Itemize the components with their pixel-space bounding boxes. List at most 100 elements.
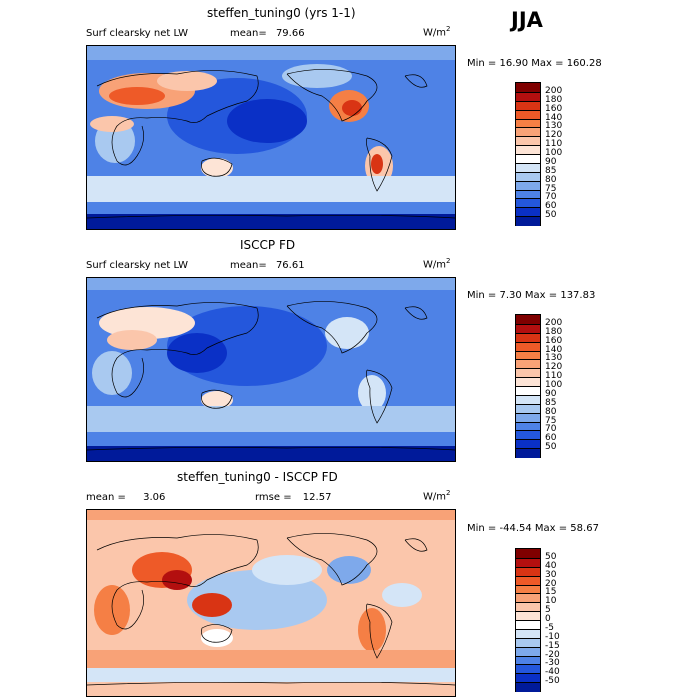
colorbar-segment (516, 403, 540, 414)
colorbar-segment (516, 100, 540, 111)
colorbar-tick (516, 394, 540, 396)
colorbar-tick (516, 180, 540, 182)
panel-1-mean-label: mean= (230, 28, 267, 39)
panel-3-mean: mean = 3.06 (86, 492, 165, 503)
colorbar-segment (516, 628, 540, 639)
colorbar-tick (516, 557, 540, 559)
colorbar-segment (516, 646, 540, 656)
colorbar-tick (516, 628, 540, 630)
colorbar-tick-label: 110 (545, 371, 563, 382)
colorbar-tick-label: 20 (545, 578, 557, 589)
colorbar-segment (516, 673, 540, 683)
colorbar-tick (516, 368, 540, 370)
colorbar-tick (516, 403, 540, 405)
panel-3-units: W/m2 (423, 489, 451, 503)
colorbar-tick (516, 109, 540, 111)
panel-3-colorbar (515, 548, 541, 692)
colorbar-segment (516, 109, 540, 119)
colorbar-tick-label: 160 (545, 103, 563, 114)
colorbar-tick-label: 70 (545, 424, 557, 435)
colorbar-tick-label: 40 (545, 560, 557, 571)
colorbar-tick-label: 200 (545, 85, 563, 96)
colorbar-segment (516, 180, 540, 190)
panel-1-colorbar (515, 82, 541, 226)
colorbar-segment (516, 430, 540, 440)
colorbar-segment (516, 154, 540, 164)
colorbar-tick-label: 140 (545, 344, 563, 355)
colorbar-segment (516, 359, 540, 369)
colorbar-tick (516, 575, 540, 577)
colorbar-tick (516, 91, 540, 93)
colorbar-tick-label: 50 (545, 442, 557, 453)
colorbar-segment (516, 549, 540, 559)
colorbar-tick (516, 620, 540, 621)
panel-1-mean: mean= 79.66 (230, 28, 305, 39)
colorbar-segment (516, 323, 540, 334)
panel-1-map-svg (87, 46, 455, 229)
colorbar-tick (516, 412, 540, 414)
colorbar-tick (516, 207, 540, 209)
colorbar-segment (516, 394, 540, 405)
colorbar-segment (516, 566, 540, 577)
colorbar-tick-label: -50 (545, 676, 560, 687)
colorbar-segment (516, 198, 540, 208)
colorbar-tick-label: 130 (545, 121, 563, 132)
colorbar-segment (516, 216, 540, 226)
colorbar-tick (516, 198, 540, 200)
colorbar-segment (516, 368, 540, 378)
colorbar-segment (516, 315, 540, 325)
colorbar-tick (516, 341, 540, 343)
colorbar-tick (516, 350, 540, 352)
panel-3-minmax: Min = -44.54 Max = 58.67 (467, 523, 599, 534)
colorbar-tick (516, 118, 540, 120)
colorbar-tick-label: 90 (545, 156, 557, 167)
panel-2-minmax: Min = 7.30 Max = 137.83 (467, 290, 596, 301)
panel-2-mean-label: mean= (230, 260, 267, 271)
colorbar-segment (516, 664, 540, 674)
colorbar-tick-label: 90 (545, 388, 557, 399)
panel-1-mean-value: 79.66 (275, 28, 305, 39)
colorbar-tick-label: -10 (545, 631, 560, 642)
colorbar-segment (516, 584, 540, 594)
colorbar-segment (516, 620, 540, 630)
colorbar-tick-label: 100 (545, 380, 563, 390)
panel-3-rmse-label: rmse = (255, 492, 292, 503)
colorbar-segment (516, 412, 540, 422)
colorbar-tick (516, 593, 540, 595)
colorbar-tick-label: -20 (545, 649, 560, 660)
colorbar-tick-label: 5 (545, 605, 551, 616)
panel-2-mean-value: 76.61 (275, 260, 305, 271)
colorbar-segment (516, 171, 540, 182)
colorbar-tick (516, 682, 540, 684)
panel-1-variable-label: Surf clearsky net LW (86, 28, 189, 39)
colorbar-segment (516, 448, 540, 458)
colorbar-tick (516, 359, 540, 361)
panel-2-title: ISCCP FD (240, 238, 296, 252)
colorbar-segment (516, 118, 540, 128)
colorbar-tick (516, 439, 540, 441)
colorbar-tick (516, 377, 540, 379)
colorbar-tick (516, 646, 540, 648)
colorbar-segment (516, 557, 540, 568)
colorbar-tick (516, 584, 540, 586)
colorbar-tick (516, 421, 540, 423)
panel-3-map-svg (87, 510, 455, 696)
colorbar-segment (516, 332, 540, 343)
panel-1-units: W/m2 (423, 25, 451, 39)
season-label: JJA (511, 8, 543, 32)
colorbar-tick-label: 0 (545, 614, 551, 624)
colorbar-tick (516, 448, 540, 450)
colorbar-tick (516, 664, 540, 666)
colorbar-tick-label: 80 (545, 174, 557, 185)
colorbar-segment (516, 127, 540, 137)
colorbar-tick (516, 611, 540, 613)
colorbar-tick-label: 10 (545, 596, 557, 607)
colorbar-tick-label: -5 (545, 622, 554, 633)
colorbar-tick (516, 323, 540, 325)
colorbar-tick (516, 171, 540, 173)
colorbar-tick-label: 70 (545, 192, 557, 203)
panel-3-mean-label: mean = (86, 492, 126, 503)
colorbar-tick-label: -30 (545, 658, 560, 669)
colorbar-tick-label: 85 (545, 397, 557, 408)
panel-3-rmse-value: 12.57 (302, 492, 332, 503)
